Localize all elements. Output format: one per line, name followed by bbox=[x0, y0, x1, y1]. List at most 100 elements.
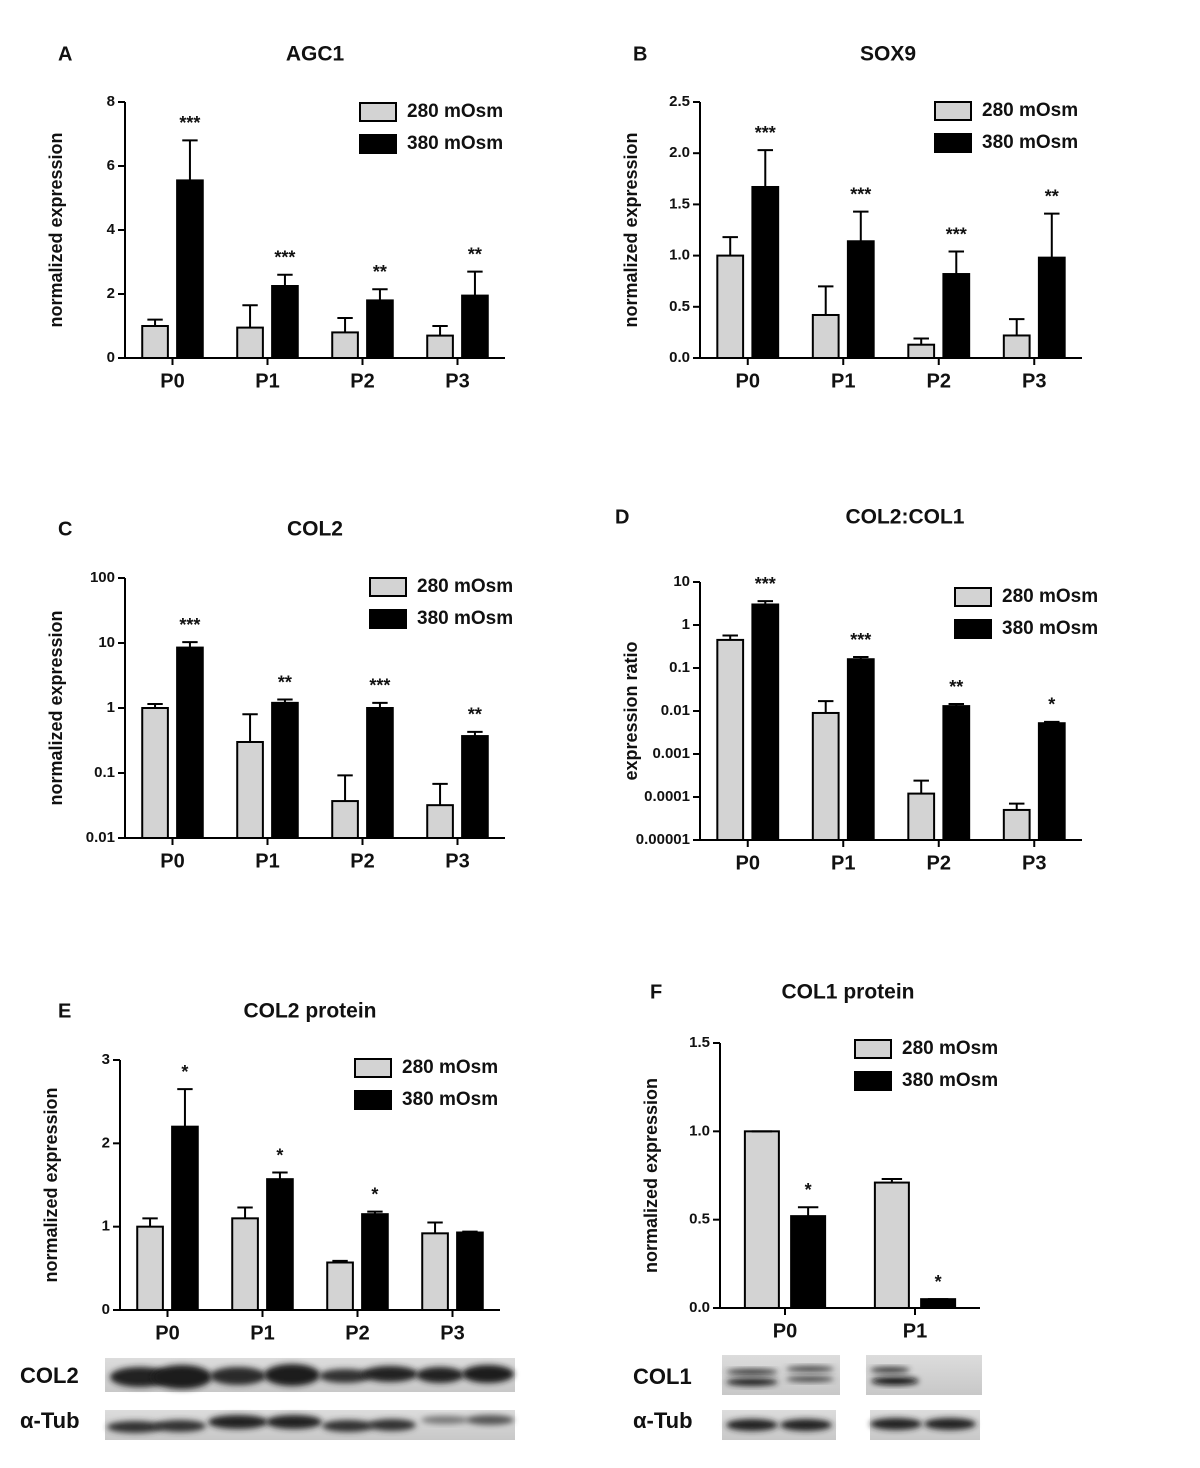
significance-label: *** bbox=[179, 113, 200, 133]
y-tick-label: 0.0001 bbox=[644, 788, 690, 805]
error-bar bbox=[1044, 720, 1060, 724]
x-tick-label: P1 bbox=[831, 852, 855, 874]
bar bbox=[366, 299, 394, 359]
chart-title: COL2:COL1 bbox=[845, 506, 964, 529]
bar bbox=[920, 1298, 957, 1309]
error-bar bbox=[757, 600, 774, 605]
error-bar bbox=[467, 270, 483, 296]
y-tick-label: 0.001 bbox=[652, 745, 690, 762]
panel-letter: D bbox=[615, 506, 629, 528]
blot-label: COL1 bbox=[633, 1364, 692, 1389]
error-bar bbox=[948, 250, 965, 275]
significance-label: * bbox=[935, 1272, 942, 1292]
bar bbox=[907, 792, 936, 842]
bar bbox=[331, 331, 359, 359]
error-bar bbox=[913, 337, 929, 345]
significance-label: * bbox=[371, 1184, 378, 1204]
y-axis-label: normalized expression bbox=[46, 610, 66, 805]
y-tick-label: 10 bbox=[673, 573, 690, 590]
error-bar bbox=[817, 285, 834, 315]
error-bar bbox=[722, 236, 738, 256]
legend-label: 380 mOsm bbox=[402, 1089, 498, 1110]
error-bar bbox=[853, 210, 869, 242]
x-tick-label: P1 bbox=[831, 370, 855, 392]
legend-label: 280 mOsm bbox=[417, 576, 513, 597]
error-bar bbox=[182, 641, 198, 648]
bar bbox=[141, 325, 169, 359]
bar bbox=[1037, 256, 1066, 360]
significance-label: ** bbox=[1045, 186, 1059, 206]
x-tick-label: P3 bbox=[445, 850, 469, 872]
bar bbox=[426, 804, 454, 839]
significance-label: *** bbox=[755, 123, 776, 143]
significance-label: ** bbox=[278, 672, 292, 692]
y-tick-label: 0.01 bbox=[86, 829, 115, 846]
error-bar bbox=[337, 317, 353, 333]
blot-label: α-Tub bbox=[20, 1408, 80, 1433]
x-tick-label: P0 bbox=[160, 850, 184, 872]
significance-label: *** bbox=[369, 676, 390, 696]
error-bar bbox=[182, 139, 198, 181]
bar bbox=[141, 707, 169, 839]
bar bbox=[266, 1178, 294, 1311]
error-bar bbox=[462, 1230, 478, 1233]
legend-swatch bbox=[354, 1058, 392, 1078]
bar bbox=[942, 273, 971, 360]
legend-swatch bbox=[934, 133, 972, 153]
y-tick-label: 0.00001 bbox=[636, 831, 690, 848]
error-bar bbox=[277, 698, 293, 703]
error-bar bbox=[142, 1217, 158, 1227]
bar bbox=[790, 1215, 827, 1309]
significance-label: ** bbox=[949, 677, 963, 697]
error-bar bbox=[948, 703, 965, 707]
bar bbox=[873, 1181, 910, 1309]
chart-title: COL1 protein bbox=[781, 981, 914, 1004]
legend-swatch bbox=[354, 1090, 392, 1110]
error-bar bbox=[467, 730, 483, 737]
significance-label: *** bbox=[850, 184, 871, 204]
y-tick-label: 1 bbox=[107, 699, 115, 716]
y-tick-label: 0.5 bbox=[689, 1211, 710, 1228]
bar bbox=[271, 285, 299, 359]
bar bbox=[421, 1232, 449, 1312]
chart-title: AGC1 bbox=[286, 43, 345, 66]
x-tick-label: P0 bbox=[160, 370, 184, 392]
bar bbox=[751, 185, 780, 359]
y-tick-label: 2 bbox=[107, 285, 115, 302]
panel: D COL2:COL1 expression ratio 0.00001 0.0001 0… bbox=[615, 506, 1098, 875]
error-bar bbox=[372, 288, 388, 301]
y-axis-label: expression ratio bbox=[621, 641, 641, 780]
panel: B SOX9 normalized expression 0.0 0.5 1.0 1.5 2.… bbox=[621, 43, 1082, 392]
x-tick-label: P3 bbox=[445, 370, 469, 392]
panel: A AGC1 normalized expression 0 2 4 6 8 P0 *** P1 **… bbox=[46, 43, 505, 392]
bar bbox=[1002, 808, 1031, 841]
bar bbox=[811, 313, 840, 360]
significance-label: *** bbox=[755, 574, 776, 594]
bar bbox=[426, 334, 454, 360]
panel-letter: C bbox=[58, 518, 72, 540]
panel: C COL2 normalized expression 0.01 0.1 1 10 100 P… bbox=[46, 518, 513, 873]
error-bar bbox=[427, 1221, 443, 1234]
bar bbox=[366, 707, 394, 839]
significance-label: ** bbox=[468, 244, 482, 264]
error-bar bbox=[242, 304, 258, 328]
y-tick-label: 0.01 bbox=[661, 702, 690, 719]
bar bbox=[461, 294, 489, 360]
significance-label: *** bbox=[179, 615, 200, 635]
x-tick-label: P0 bbox=[736, 370, 760, 392]
panel-letter: F bbox=[650, 981, 662, 1003]
y-tick-label: 0.5 bbox=[669, 298, 690, 315]
bar bbox=[331, 800, 359, 840]
chart-title: COL2 protein bbox=[243, 1000, 376, 1023]
y-tick-label: 2 bbox=[102, 1134, 110, 1151]
legend-swatch bbox=[359, 102, 397, 122]
legend-label: 380 mOsm bbox=[902, 1070, 998, 1091]
x-tick-label: P2 bbox=[927, 852, 951, 874]
significance-label: * bbox=[276, 1145, 283, 1165]
y-tick-label: 4 bbox=[107, 221, 116, 238]
x-tick-label: P0 bbox=[736, 852, 760, 874]
bar bbox=[811, 711, 840, 842]
bar bbox=[136, 1225, 164, 1311]
legend-swatch bbox=[369, 609, 407, 629]
panel-letter: E bbox=[58, 1000, 71, 1022]
